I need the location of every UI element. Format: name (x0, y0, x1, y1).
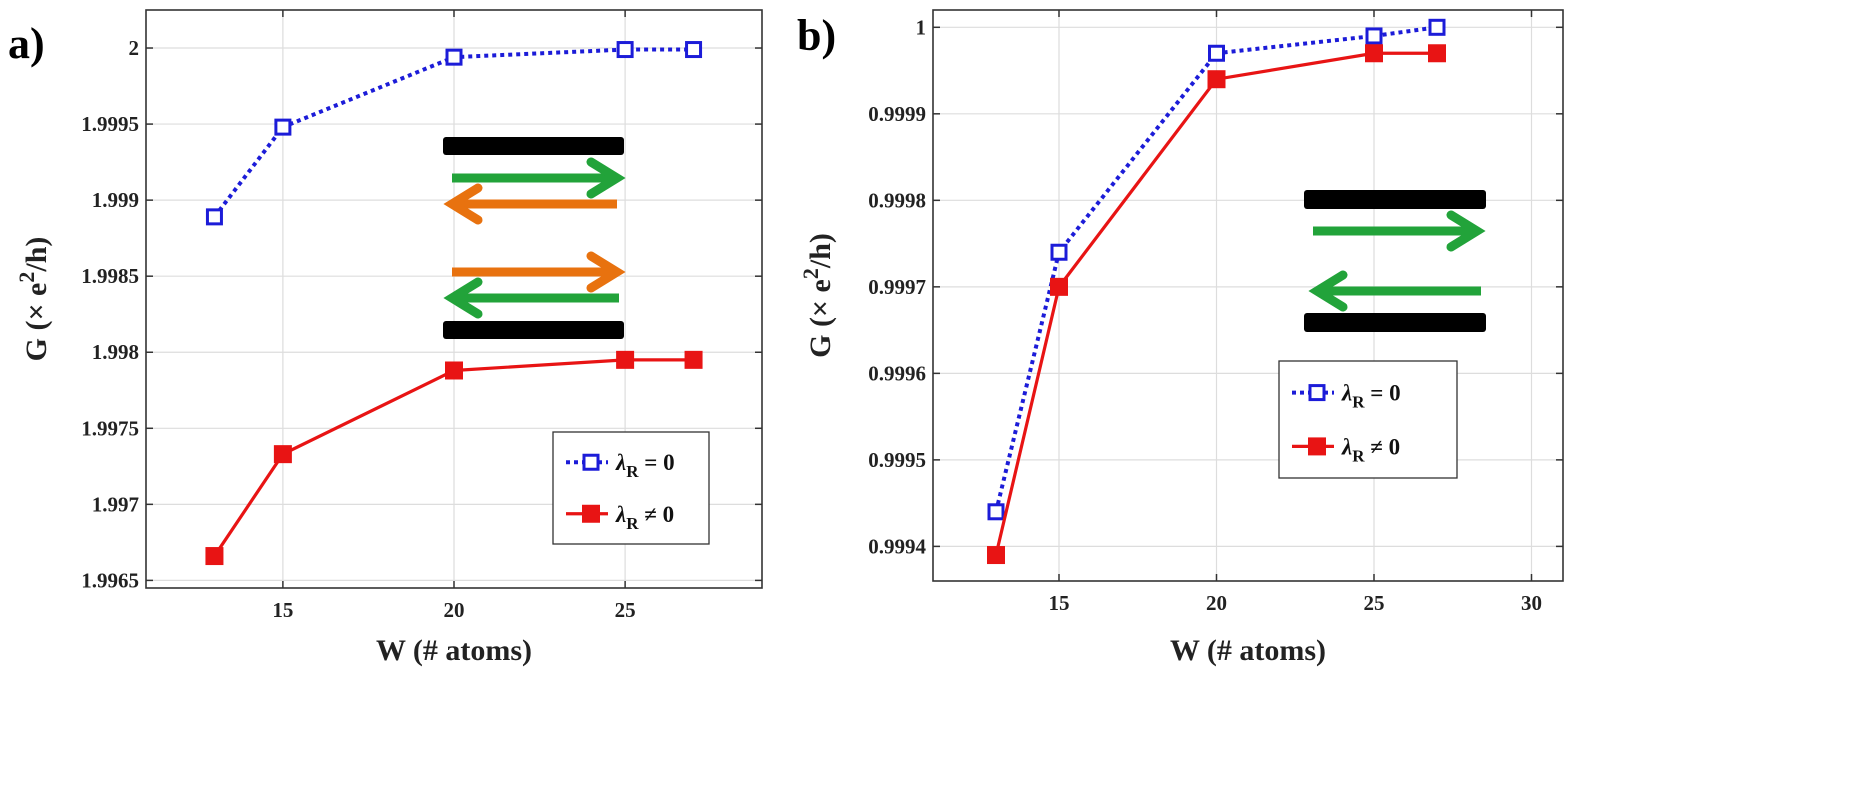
y-tick-label: 0.9998 (868, 188, 926, 212)
data-point-open-square (1365, 27, 1383, 45)
y-tick-label: 0.9994 (868, 534, 926, 558)
y-tick-label: 1 (916, 15, 927, 39)
data-point-filled-square (205, 547, 224, 566)
data-point-filled-square (987, 546, 1005, 565)
orange-arrow-left-top-head (443, 183, 483, 225)
y-axis-title: G (× e2/h) (798, 233, 837, 358)
legend: λR = 0 λR ≠ 0 (1278, 360, 1458, 479)
data-point-filled-square (684, 350, 703, 369)
data-point-open-square (1428, 18, 1446, 36)
data-point-filled-square (616, 350, 635, 369)
y-tick-label: 2 (129, 36, 140, 60)
y-tick-label: 1.997 (92, 492, 139, 516)
legend-label: λR ≠ 0 (615, 502, 674, 533)
x-tick-label: 15 (272, 598, 293, 622)
data-point-filled-square (1428, 44, 1446, 63)
y-tick-label: 1.9995 (81, 112, 139, 136)
panel-label: a) (8, 19, 45, 68)
green-arrow-left-bottom-head (443, 277, 483, 319)
orange-arrow-right-bottom-head (586, 251, 626, 293)
x-tick-label: 20 (1206, 591, 1227, 615)
data-point-open-square (616, 41, 634, 59)
legend-label: λR = 0 (615, 450, 675, 481)
panel-a: 15 20 25 1.9965 1.997 1.9975 1.998 1.9985 1.999 1… (8, 9, 763, 667)
series-lambda-nonzero (205, 350, 703, 566)
series-lambda-zero (987, 18, 1446, 521)
y-tick-label: 1.998 (92, 340, 139, 364)
green-arrow-right-head (1446, 210, 1486, 252)
legend-label: λR ≠ 0 (1341, 434, 1400, 465)
inset-illustration (443, 137, 626, 339)
y-tick-label: 1.9985 (81, 264, 139, 288)
x-tick-label: 25 (1364, 591, 1385, 615)
bottom-edge-bar (1304, 313, 1486, 332)
data-point-filled-square (445, 361, 463, 380)
plot-frame (932, 9, 1564, 582)
panel-b: 15 20 25 30 0.9994 0.9995 0.9996 0.9997 0.9998 0.… (797, 9, 1564, 667)
legend-marker-filled-square (1308, 437, 1326, 456)
legend-box (1278, 360, 1458, 479)
legend-marker-filled-square (582, 504, 600, 523)
y-tick-label: 1.9975 (81, 416, 139, 440)
green-arrow-left-head (1308, 270, 1348, 312)
data-point-filled-square (1365, 44, 1383, 63)
x-tick-label: 30 (1521, 591, 1542, 615)
x-axis-title: W (# atoms) (376, 634, 532, 667)
series-lambda-zero (205, 41, 703, 226)
x-tick-label: 15 (1049, 591, 1070, 615)
legend-item-lambda-nonzero: λR ≠ 0 (566, 502, 674, 533)
inset-illustration (1304, 190, 1486, 332)
green-arrow-right-top-head (586, 157, 626, 199)
legend-box (552, 431, 710, 545)
y-tick-label: 0.9995 (868, 448, 926, 472)
data-point-filled-square (1050, 277, 1068, 296)
top-edge-bar (443, 137, 624, 155)
y-tick-label: 1.999 (92, 188, 139, 212)
y-tick-label: 1.9965 (81, 568, 139, 592)
data-point-open-square (685, 41, 703, 59)
legend-marker-open-square (1308, 384, 1326, 402)
top-edge-bar (1304, 190, 1486, 209)
data-point-open-square (205, 208, 223, 226)
x-axis-title: W (# atoms) (1170, 634, 1326, 667)
data-point-open-square (1208, 44, 1225, 62)
x-tick-label: 20 (444, 598, 465, 622)
legend-item-lambda-zero: λR = 0 (566, 450, 675, 481)
y-tick-label: 0.9996 (868, 361, 926, 385)
data-point-open-square (1050, 243, 1068, 261)
panel-label: b) (797, 11, 836, 60)
data-point-open-square (445, 48, 463, 66)
legend-marker-open-square (582, 453, 600, 471)
data-point-filled-square (1207, 70, 1226, 89)
bottom-edge-bar (443, 321, 624, 339)
y-tick-label: 0.9999 (868, 102, 926, 126)
data-point-open-square (987, 503, 1005, 521)
x-tick-label: 25 (615, 598, 636, 622)
legend: λR = 0 λR ≠ 0 (552, 431, 710, 545)
y-axis-title: G (× e2/h) (14, 237, 53, 362)
data-point-filled-square (273, 445, 292, 464)
legend-item-lambda-zero: λR = 0 (1292, 381, 1401, 412)
series-lambda-nonzero (987, 44, 1446, 565)
legend-item-lambda-nonzero: λR ≠ 0 (1292, 434, 1400, 465)
data-point-open-square (274, 118, 292, 136)
legend-label: λR = 0 (1341, 381, 1401, 412)
y-tick-label: 0.9997 (868, 275, 926, 299)
